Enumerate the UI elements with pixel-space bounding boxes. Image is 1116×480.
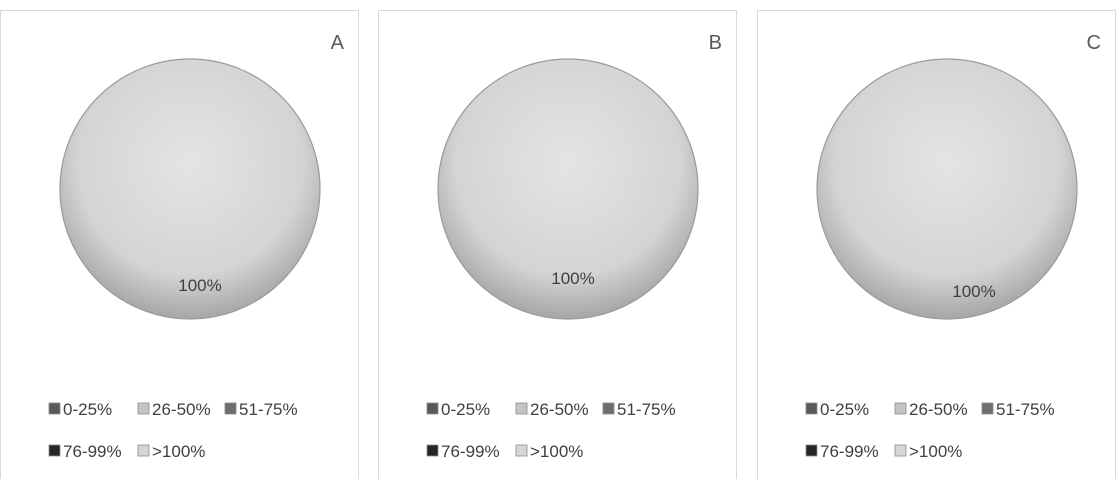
legend-item: 0-25% xyxy=(426,400,490,419)
legend-item: 51-75% xyxy=(602,400,676,419)
legend-item: >100% xyxy=(137,442,205,461)
chart-title: C xyxy=(1087,32,1101,54)
pie-chart-svg: B 100% 0-25% 26-50% 51-75% 76-99% >100% xyxy=(426,32,722,461)
legend-label: 0-25% xyxy=(820,400,869,419)
legend-item: 26-50% xyxy=(515,400,589,419)
pie-slice xyxy=(437,58,699,320)
legend-label: 26-50% xyxy=(152,400,211,419)
pie-data-label: 100% xyxy=(551,269,594,288)
legend-item: 0-25% xyxy=(48,400,112,419)
legend-swatch xyxy=(48,402,61,415)
legend-swatch xyxy=(894,444,907,457)
legend-label: 51-75% xyxy=(996,400,1055,419)
pie-chart-svg: A 100% 0-25% 26-50% 51-75% 76-99% >100% xyxy=(48,32,345,461)
legend-label: 0-25% xyxy=(441,400,490,419)
pie-slice xyxy=(59,58,321,320)
legend-item: 76-99% xyxy=(426,442,500,461)
pie-data-label: 100% xyxy=(952,282,995,301)
legend-label: >100% xyxy=(530,442,583,461)
legend-label: 26-50% xyxy=(909,400,968,419)
legend-label: >100% xyxy=(909,442,962,461)
legend-label: >100% xyxy=(152,442,205,461)
legend-swatch xyxy=(805,402,818,415)
legend-swatch xyxy=(137,402,150,415)
legend-swatch xyxy=(981,402,994,415)
chart-title: A xyxy=(331,32,345,54)
legend-swatch xyxy=(224,402,237,415)
legend-item: >100% xyxy=(515,442,583,461)
legend-swatch xyxy=(515,402,528,415)
legend-label: 0-25% xyxy=(63,400,112,419)
legend-item: 0-25% xyxy=(805,400,869,419)
chart-panel-a: A 100% 0-25% 26-50% 51-75% 76-99% >100% xyxy=(0,10,359,479)
chart-title: B xyxy=(709,32,722,54)
legend-label: 76-99% xyxy=(63,442,122,461)
legend-swatch xyxy=(805,444,818,457)
legend-swatch xyxy=(515,444,528,457)
legend-item: >100% xyxy=(894,442,962,461)
legend-label: 76-99% xyxy=(441,442,500,461)
legend-swatch xyxy=(48,444,61,457)
pie-chart-svg: C 100% 0-25% 26-50% 51-75% 76-99% >100% xyxy=(805,32,1101,461)
legend-swatch xyxy=(426,444,439,457)
legend-item: 51-75% xyxy=(224,400,298,419)
legend-item: 76-99% xyxy=(48,442,122,461)
legend-item: 76-99% xyxy=(805,442,879,461)
pie-slice xyxy=(816,58,1078,320)
chart-panel-c: C 100% 0-25% 26-50% 51-75% 76-99% >100% xyxy=(757,10,1116,479)
chart-panel-b: B 100% 0-25% 26-50% 51-75% 76-99% >100% xyxy=(378,10,737,479)
pie-data-label: 100% xyxy=(178,276,221,295)
legend-swatch xyxy=(894,402,907,415)
legend-label: 51-75% xyxy=(239,400,298,419)
legend-item: 51-75% xyxy=(981,400,1055,419)
legend-swatch xyxy=(602,402,615,415)
legend-swatch xyxy=(426,402,439,415)
legend-item: 26-50% xyxy=(137,400,211,419)
legend-swatch xyxy=(137,444,150,457)
legend-label: 76-99% xyxy=(820,442,879,461)
legend-label: 26-50% xyxy=(530,400,589,419)
legend-item: 26-50% xyxy=(894,400,968,419)
legend-label: 51-75% xyxy=(617,400,676,419)
